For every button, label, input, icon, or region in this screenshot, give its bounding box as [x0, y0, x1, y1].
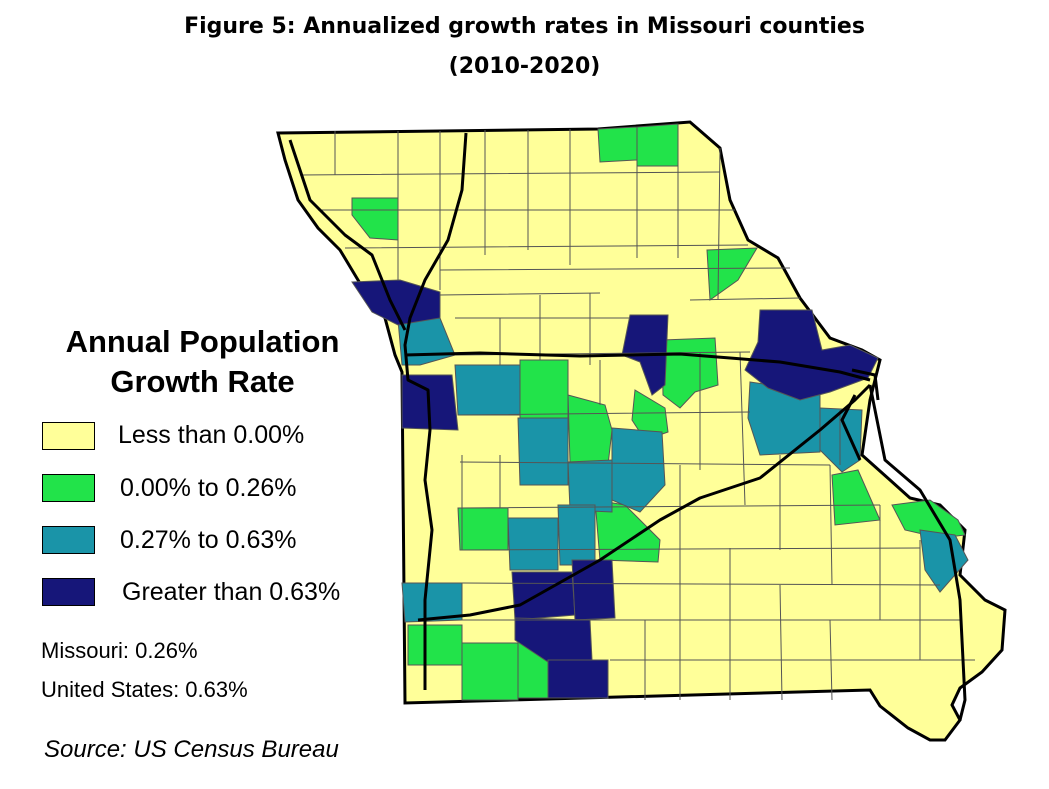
legend-title-line1: Annual Population [65, 324, 340, 359]
legend-label-zero-to-026: 0.00% to 0.26% [120, 474, 297, 502]
legend-swatch-greater-than-063 [42, 578, 95, 606]
legend-label-027-to-063: 0.27% to 0.63% [120, 526, 297, 554]
interstate-highways [288, 132, 967, 721]
county-borders [299, 124, 975, 701]
map-subtitle: (2010-2020) [448, 54, 601, 79]
legend-swatch-zero-to-026 [42, 474, 95, 502]
legend-title-line2: Growth Rate [110, 364, 295, 399]
counties-teal [397, 317, 969, 623]
source-note: Source: US Census Bureau [44, 736, 339, 763]
counties-green [351, 123, 966, 701]
map-title: Figure 5: Annualized growth rates in Mis… [184, 14, 865, 39]
counties-navy [351, 279, 879, 699]
legend-label-greater-than-063: Greater than 0.63% [122, 578, 341, 606]
missouri-growth-rate: Missouri: 0.26% [41, 638, 198, 663]
legend-swatch-027-to-063 [42, 526, 95, 554]
legend-label-less-than-zero: Less than 0.00% [118, 421, 305, 449]
us-growth-rate: United States: 0.63% [41, 677, 248, 702]
legend-swatch-less-than-zero [42, 422, 95, 450]
